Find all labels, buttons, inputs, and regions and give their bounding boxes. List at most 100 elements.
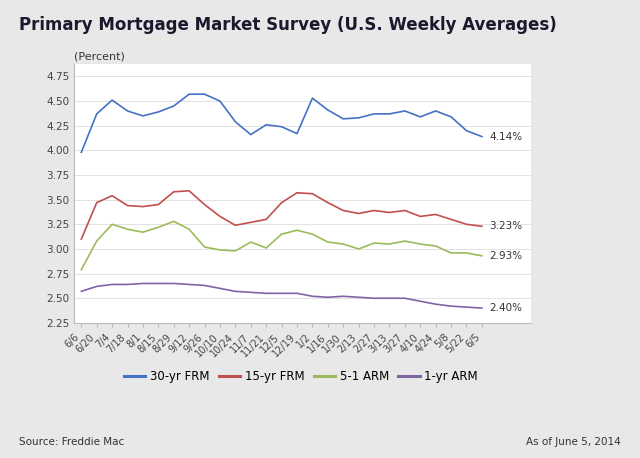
- 30-yr FRM: [324, 107, 332, 113]
- 15-yr FRM: [77, 236, 85, 242]
- 15-yr FRM: [124, 203, 131, 208]
- 15-yr FRM: [170, 189, 177, 195]
- 5-1 ARM: [154, 224, 162, 230]
- Text: 4.14%: 4.14%: [490, 131, 523, 142]
- 1-yr ARM: [247, 289, 255, 295]
- 30-yr FRM: [262, 122, 270, 127]
- 5-1 ARM: [355, 246, 362, 252]
- 15-yr FRM: [417, 214, 424, 219]
- 15-yr FRM: [216, 214, 224, 219]
- 5-1 ARM: [262, 245, 270, 251]
- 30-yr FRM: [386, 111, 394, 117]
- 15-yr FRM: [201, 202, 209, 207]
- 30-yr FRM: [154, 109, 162, 114]
- 30-yr FRM: [370, 111, 378, 117]
- 1-yr ARM: [232, 289, 239, 294]
- 30-yr FRM: [186, 92, 193, 97]
- 15-yr FRM: [93, 200, 100, 205]
- Text: 2.93%: 2.93%: [490, 251, 523, 261]
- 5-1 ARM: [386, 241, 394, 247]
- 30-yr FRM: [355, 115, 362, 120]
- Text: (Percent): (Percent): [74, 51, 124, 61]
- 5-1 ARM: [417, 241, 424, 247]
- 5-1 ARM: [463, 250, 470, 256]
- 1-yr ARM: [447, 303, 455, 309]
- 5-1 ARM: [293, 228, 301, 233]
- 5-1 ARM: [139, 229, 147, 235]
- 15-yr FRM: [247, 219, 255, 225]
- 30-yr FRM: [463, 128, 470, 133]
- Line: 15-yr FRM: 15-yr FRM: [81, 191, 482, 239]
- 15-yr FRM: [308, 191, 316, 196]
- 5-1 ARM: [432, 243, 440, 249]
- 5-1 ARM: [124, 227, 131, 232]
- Text: As of June 5, 2014: As of June 5, 2014: [526, 436, 621, 447]
- 5-1 ARM: [201, 244, 209, 250]
- Line: 5-1 ARM: 5-1 ARM: [81, 221, 482, 270]
- 15-yr FRM: [186, 188, 193, 194]
- 15-yr FRM: [432, 212, 440, 217]
- Text: 3.23%: 3.23%: [490, 221, 523, 231]
- 15-yr FRM: [478, 224, 486, 229]
- 30-yr FRM: [401, 108, 409, 114]
- 1-yr ARM: [401, 295, 409, 301]
- 30-yr FRM: [447, 114, 455, 120]
- 1-yr ARM: [186, 282, 193, 287]
- 30-yr FRM: [201, 92, 209, 97]
- 1-yr ARM: [417, 299, 424, 304]
- 5-1 ARM: [370, 240, 378, 246]
- 30-yr FRM: [77, 150, 85, 155]
- 5-1 ARM: [447, 250, 455, 256]
- 15-yr FRM: [154, 202, 162, 207]
- 15-yr FRM: [355, 211, 362, 216]
- 15-yr FRM: [232, 223, 239, 228]
- 30-yr FRM: [93, 111, 100, 117]
- 1-yr ARM: [355, 294, 362, 300]
- Line: 30-yr FRM: 30-yr FRM: [81, 94, 482, 153]
- 15-yr FRM: [447, 217, 455, 222]
- 15-yr FRM: [386, 210, 394, 215]
- 1-yr ARM: [308, 294, 316, 299]
- 30-yr FRM: [339, 116, 347, 121]
- 1-yr ARM: [432, 301, 440, 307]
- 5-1 ARM: [77, 267, 85, 273]
- 1-yr ARM: [108, 282, 116, 287]
- 15-yr FRM: [339, 208, 347, 213]
- 1-yr ARM: [262, 290, 270, 296]
- Text: Source: Freddie Mac: Source: Freddie Mac: [19, 436, 124, 447]
- Legend: 30-yr FRM, 15-yr FRM, 5-1 ARM, 1-yr ARM: 30-yr FRM, 15-yr FRM, 5-1 ARM, 1-yr ARM: [119, 365, 483, 388]
- 15-yr FRM: [108, 193, 116, 198]
- 1-yr ARM: [77, 289, 85, 294]
- 1-yr ARM: [386, 295, 394, 301]
- 5-1 ARM: [478, 253, 486, 259]
- 5-1 ARM: [324, 240, 332, 245]
- 15-yr FRM: [262, 217, 270, 222]
- 1-yr ARM: [278, 290, 285, 296]
- 30-yr FRM: [478, 134, 486, 139]
- 5-1 ARM: [401, 238, 409, 244]
- 1-yr ARM: [154, 281, 162, 286]
- 15-yr FRM: [401, 208, 409, 213]
- 15-yr FRM: [139, 204, 147, 209]
- 5-1 ARM: [186, 227, 193, 232]
- 15-yr FRM: [370, 208, 378, 213]
- 1-yr ARM: [201, 283, 209, 288]
- 5-1 ARM: [247, 240, 255, 245]
- 30-yr FRM: [108, 98, 116, 103]
- 1-yr ARM: [478, 305, 486, 311]
- 30-yr FRM: [216, 98, 224, 104]
- Line: 1-yr ARM: 1-yr ARM: [81, 284, 482, 308]
- 5-1 ARM: [108, 222, 116, 227]
- 15-yr FRM: [463, 222, 470, 227]
- 5-1 ARM: [308, 231, 316, 237]
- Text: Primary Mortgage Market Survey (U.S. Weekly Averages): Primary Mortgage Market Survey (U.S. Wee…: [19, 16, 557, 34]
- 5-1 ARM: [170, 218, 177, 224]
- 30-yr FRM: [278, 124, 285, 130]
- 1-yr ARM: [293, 290, 301, 296]
- 5-1 ARM: [232, 248, 239, 254]
- 1-yr ARM: [139, 281, 147, 286]
- 15-yr FRM: [278, 200, 285, 205]
- 30-yr FRM: [432, 108, 440, 114]
- 1-yr ARM: [170, 281, 177, 286]
- 30-yr FRM: [124, 108, 131, 114]
